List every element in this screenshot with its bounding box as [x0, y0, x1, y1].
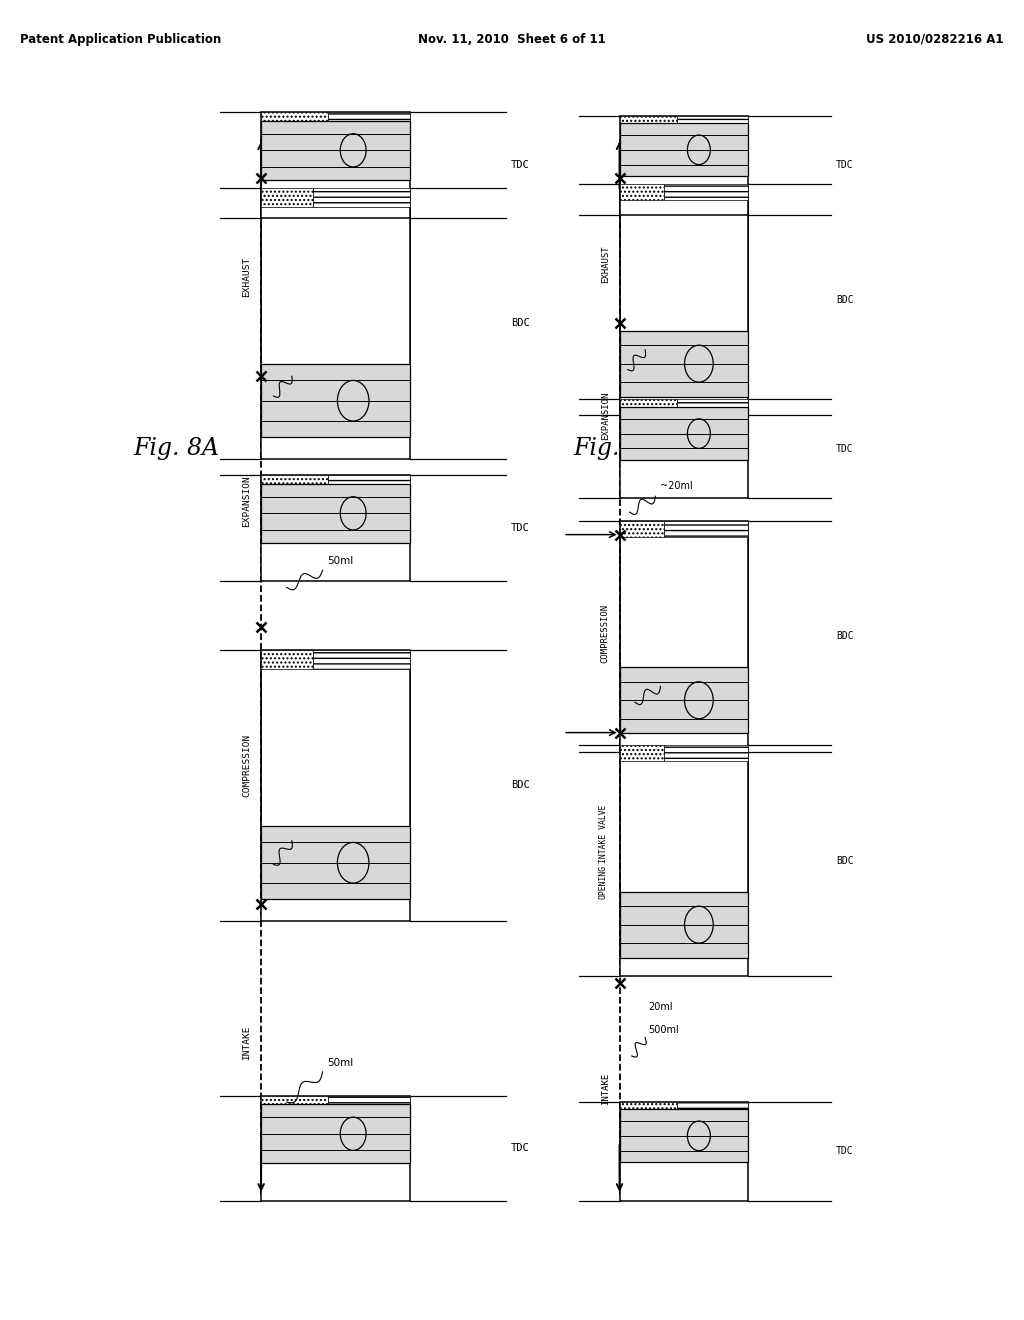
Text: TDC: TDC [511, 1143, 530, 1154]
Text: BDC: BDC [836, 855, 853, 866]
Bar [620, 520, 748, 668]
Bar [261, 1096, 328, 1104]
Bar [620, 520, 748, 668]
Bar [261, 189, 410, 459]
Bar [620, 1109, 748, 1163]
Bar [620, 744, 665, 762]
Bar [620, 1101, 748, 1201]
Bar [261, 826, 410, 899]
Bar [620, 116, 677, 124]
Bar [620, 183, 748, 414]
Text: OPENING: OPENING [599, 865, 607, 899]
Text: INTAKE: INTAKE [243, 1026, 251, 1060]
Bar [261, 475, 328, 483]
Bar [261, 1096, 410, 1201]
Text: INTAKE: INTAKE [601, 1073, 609, 1105]
Text: EXPANSION: EXPANSION [601, 392, 609, 440]
Bar [665, 183, 748, 201]
Text: US 2010/0282216 A1: US 2010/0282216 A1 [866, 33, 1004, 46]
Bar [620, 461, 748, 498]
Bar [620, 1101, 677, 1109]
Text: Fig. 8A: Fig. 8A [133, 437, 219, 461]
Bar [261, 1163, 410, 1201]
Bar [261, 649, 410, 921]
Bar [620, 744, 748, 977]
Text: 20ml: 20ml [648, 1002, 673, 1012]
Text: BDC: BDC [511, 780, 530, 791]
Text: 20ml: 20ml [650, 338, 675, 348]
Bar [313, 649, 410, 669]
Text: Fig. 8B: Fig. 8B [573, 437, 659, 461]
Bar [261, 187, 410, 364]
Bar [620, 183, 665, 201]
Text: 200ml: 200ml [666, 671, 696, 681]
Bar [328, 112, 410, 120]
Text: BDC: BDC [836, 631, 853, 642]
Bar [677, 400, 748, 407]
Bar [620, 744, 748, 892]
Bar [328, 475, 410, 483]
Bar [677, 116, 748, 124]
Text: BDC: BDC [511, 318, 530, 329]
Bar [261, 364, 410, 437]
Text: EXPANSION: EXPANSION [243, 475, 251, 528]
Bar [261, 649, 313, 669]
Text: 500ml: 500ml [650, 359, 681, 370]
Bar [620, 399, 748, 498]
Text: Nov. 11, 2010  Sheet 6 of 11: Nov. 11, 2010 Sheet 6 of 11 [418, 33, 606, 46]
Bar [620, 177, 748, 214]
Bar [261, 187, 313, 207]
Bar [620, 124, 748, 177]
Bar [313, 187, 410, 207]
Text: EXHAUST: EXHAUST [601, 246, 609, 282]
Bar [261, 649, 410, 826]
Bar [620, 744, 748, 892]
Text: TDC: TDC [836, 444, 853, 454]
Bar [665, 520, 748, 537]
Text: TDC: TDC [511, 523, 530, 533]
Bar [261, 649, 410, 826]
Bar [261, 120, 410, 180]
Bar [620, 668, 748, 734]
Bar [620, 521, 748, 752]
Bar [261, 187, 410, 364]
Bar [620, 1163, 748, 1201]
Bar [261, 475, 410, 581]
Bar [620, 400, 677, 407]
Bar [620, 520, 665, 537]
Text: INTAKE VALVE: INTAKE VALVE [599, 805, 607, 863]
Text: 500ml: 500ml [648, 1024, 679, 1035]
Bar [620, 330, 748, 396]
Bar [261, 112, 410, 218]
Text: Patent Application Publication: Patent Application Publication [20, 33, 222, 46]
Bar [620, 116, 748, 214]
Text: TDC: TDC [511, 160, 530, 170]
Bar [620, 407, 748, 461]
Bar [665, 744, 748, 762]
Bar [261, 180, 410, 218]
Text: TDC: TDC [836, 160, 853, 170]
Text: BDC: BDC [836, 294, 853, 305]
Text: EXHAUST: EXHAUST [243, 257, 251, 297]
Bar [261, 483, 410, 543]
Text: TDC: TDC [836, 1146, 853, 1156]
Text: COMPRESSION: COMPRESSION [601, 605, 609, 663]
Text: 50ml: 50ml [297, 364, 324, 375]
Text: 500ml: 500ml [297, 385, 330, 396]
Bar [620, 892, 748, 958]
Bar [261, 112, 328, 120]
Bar [328, 1096, 410, 1104]
Text: ~20ml: ~20ml [660, 480, 693, 491]
Bar [261, 543, 410, 581]
Text: 500ml: 500ml [297, 850, 330, 861]
Text: 50ml: 50ml [328, 1057, 354, 1068]
Bar [677, 1101, 748, 1109]
Text: 50ml: 50ml [328, 556, 354, 566]
Bar [620, 183, 748, 330]
Bar [620, 183, 748, 330]
Bar [261, 1104, 410, 1163]
Text: COMPRESSION: COMPRESSION [243, 734, 251, 797]
Text: 50ml: 50ml [297, 829, 324, 840]
